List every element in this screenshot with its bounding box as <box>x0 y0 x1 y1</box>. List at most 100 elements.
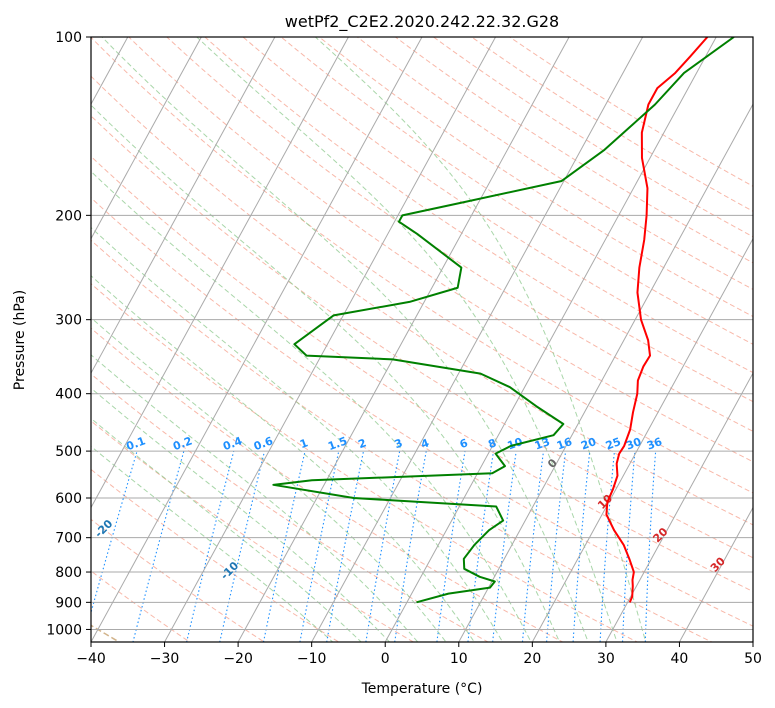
x-tick-label: 0 <box>381 651 390 667</box>
moist-adiabat <box>91 387 391 642</box>
chart-title: wetPf2_C2E2.2020.242.22.32.G28 <box>285 12 559 32</box>
dry-adiabat <box>470 37 753 212</box>
dry-adiabat <box>91 570 191 642</box>
mixing-ratio-label: 20 <box>579 435 598 453</box>
dry-adiabat <box>242 37 753 374</box>
mixing-ratio-label: 1.5 <box>326 434 349 453</box>
mixing-ratio-line <box>186 450 235 642</box>
y-tick-label: 500 <box>55 444 82 460</box>
dry-adiabat <box>166 37 753 432</box>
mixing-ratio-line <box>91 450 138 615</box>
moist-adiabat <box>91 445 334 642</box>
moist-adiabat <box>91 275 475 642</box>
isotherm-line <box>679 506 753 642</box>
dry-adiabat-label: -10 <box>218 559 241 582</box>
x-tick-label: −30 <box>150 651 180 667</box>
mixing-ratio-label: 0.6 <box>252 434 275 453</box>
isotherm-line <box>531 237 753 642</box>
moist-adiabat <box>196 37 618 642</box>
dry-adiabat <box>91 197 753 627</box>
dewpoint-line <box>272 37 735 604</box>
isotherm-line <box>458 103 753 642</box>
x-tick-label: −40 <box>76 651 106 667</box>
moist-adiabat-label: 40 <box>767 581 775 601</box>
dry-adiabat <box>318 37 753 318</box>
dry-adiabat <box>128 37 753 463</box>
dry-adiabat <box>91 373 490 642</box>
dry-adiabat <box>91 468 340 642</box>
dry-adiabat <box>91 75 753 526</box>
mixing-ratio-label: 3 <box>393 436 405 451</box>
plot-frame <box>90 36 754 643</box>
mixing-ratio-label: 16 <box>555 435 574 453</box>
mixing-ratio-label: 30 <box>624 435 643 453</box>
mixing-ratio-label: 25 <box>604 435 623 452</box>
y-tick-label: 700 <box>55 531 82 547</box>
x-tick-label: 30 <box>597 651 615 667</box>
x-tick-label: 50 <box>744 651 762 667</box>
temperature-line <box>605 37 709 603</box>
isotherm-line <box>91 37 423 642</box>
y-axis-label: Pressure (hPa) <box>12 290 28 390</box>
x-tick-label: 10 <box>450 651 468 667</box>
background-lines <box>91 37 753 642</box>
moist-adiabat-label: 0 <box>545 456 560 471</box>
x-tick-label: 40 <box>671 651 689 667</box>
moist-adiabat <box>91 417 362 642</box>
x-tick-label: −20 <box>223 651 253 667</box>
y-tick-label: 300 <box>55 313 82 329</box>
mixing-ratio-label: 10 <box>506 435 525 453</box>
y-tick-label: 200 <box>55 208 82 224</box>
mixing-ratio-line <box>492 451 517 642</box>
isotherm-line <box>91 37 202 240</box>
mixing-ratio-line <box>436 451 466 642</box>
moist-adiabat <box>315 37 647 642</box>
isotherm-line <box>605 372 753 642</box>
isotherm-line <box>752 640 753 642</box>
mixing-ratio-label: 0.2 <box>171 434 194 453</box>
y-tick-label: 400 <box>55 387 82 403</box>
grid <box>91 37 753 642</box>
moist-adiabat <box>91 104 561 642</box>
x-tick-label: 20 <box>523 651 541 667</box>
isotherm-line <box>164 37 496 642</box>
isotherm-line <box>384 37 717 642</box>
dry-adiabat-label: -20 <box>92 517 115 540</box>
dry-adiabat <box>508 37 753 187</box>
isotherm-line <box>91 37 276 375</box>
y-tick-label: 1000 <box>46 622 82 638</box>
mixing-ratio-label: 0.1 <box>124 434 147 453</box>
mixing-ratio-line <box>644 451 657 642</box>
dry-adiabat <box>91 327 564 642</box>
isotherm-line <box>237 37 570 642</box>
line-labels: -100-90-80-70-60-50-40-30-20-10010203040… <box>92 434 775 601</box>
moist-adiabat <box>101 37 589 642</box>
mixing-ratio-label: 1 <box>298 436 310 451</box>
mixing-ratio-line <box>394 451 427 642</box>
dry-adiabat <box>91 283 639 642</box>
mixing-ratio-label: 36 <box>645 435 664 453</box>
mixing-ratio-label: 4 <box>419 436 431 451</box>
moist-adiabat <box>91 354 419 642</box>
x-tick-label: −10 <box>297 651 327 667</box>
y-tick-label: 900 <box>55 595 82 611</box>
y-tick-label: 100 <box>55 30 82 46</box>
mixing-ratio-line <box>132 450 185 642</box>
mixing-ratio-line <box>621 451 636 642</box>
mixing-ratio-label: 8 <box>487 436 499 451</box>
isotherm-line <box>91 37 349 509</box>
y-tick-label: 600 <box>55 491 82 507</box>
series <box>272 37 735 604</box>
moist-adiabat <box>91 170 532 642</box>
mixing-ratio-label: 0.4 <box>221 434 244 453</box>
dry-adiabat <box>356 37 753 290</box>
dry-adiabat <box>91 155 753 593</box>
dry-adiabat <box>204 37 753 403</box>
mixing-ratio-label: 6 <box>458 436 470 451</box>
dry-adiabat <box>91 37 753 494</box>
dry-adiabat <box>91 239 713 642</box>
dry-adiabat <box>91 115 753 559</box>
isotherm-line <box>311 37 644 642</box>
dry-adiabat <box>91 518 266 642</box>
